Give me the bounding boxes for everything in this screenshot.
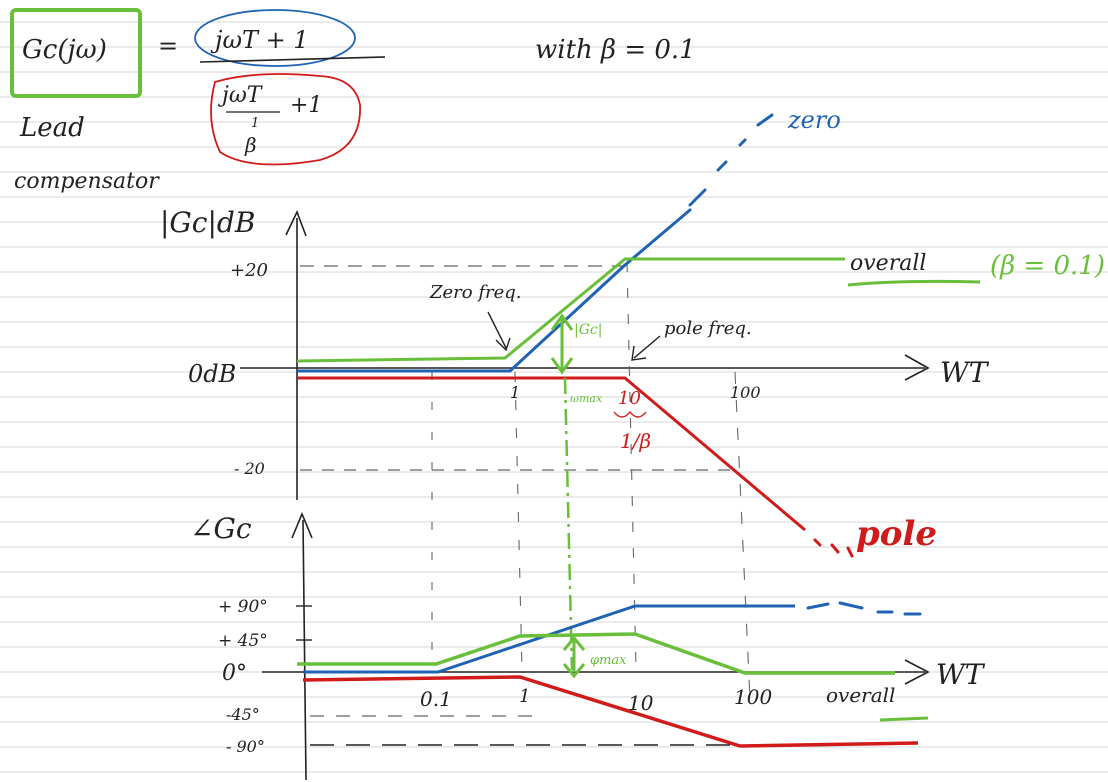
zero-magnitude-dashed — [623, 113, 774, 267]
phase-x-tick-1: 1 — [519, 686, 530, 707]
guide-100 — [734, 371, 751, 701]
formula-numerator: jωT + 1 — [210, 26, 309, 54]
pole-magnitude-dashed — [813, 538, 854, 558]
note-line1: Lead — [19, 113, 85, 143]
phimax-double-arrow — [562, 635, 586, 679]
zero-freq-annotation: Zero freq. — [429, 282, 522, 303]
formula-denominator-main: jωT — [217, 83, 264, 108]
gc-annotation: |Gc| — [574, 322, 602, 338]
zero-phase-line — [303, 604, 795, 674]
zero-freq-arrow — [487, 311, 511, 352]
phase-y-label: ∠Gc — [190, 512, 252, 545]
phase-x-tick-01: 0.1 — [420, 687, 452, 711]
zero-magnitude-line — [297, 263, 627, 373]
inv-beta-annotation: 1/β — [620, 429, 651, 453]
mag-x-tick-10: 10 — [618, 388, 641, 409]
formula-lhs: Gc(jω) — [22, 35, 107, 65]
pole-label: pole — [856, 514, 937, 554]
phase-y-axis-arrow — [291, 511, 313, 539]
formula-lhs-box — [10, 8, 142, 98]
phase-overall-underline — [879, 716, 929, 722]
guide-1 — [514, 371, 523, 671]
mag-tick-0db: 0dB — [188, 360, 236, 388]
gc-double-arrow — [550, 313, 574, 375]
phase-y-axis — [302, 519, 307, 781]
ruled-paper-lines — [0, 21, 1108, 773]
pole-freq-annotation: pole freq. — [664, 318, 752, 339]
overall-phase-line — [297, 632, 895, 675]
mag-x-label: WT — [940, 356, 990, 389]
overall-underline — [847, 279, 981, 287]
phase-x-axis-arrow — [904, 659, 930, 685]
mag-x-axis-arrow — [904, 354, 930, 381]
fraction-bar — [199, 56, 386, 63]
formula-equals: = — [158, 32, 178, 60]
inv-beta-brace — [613, 410, 647, 418]
note-line2: compensator — [14, 169, 160, 194]
overall-magnitude-line — [296, 257, 845, 363]
pole-magnitude-line — [297, 376, 806, 532]
phase-tick-minus90-label: - 90° — [226, 737, 265, 756]
phase-tick-0-label: 0° — [222, 661, 247, 686]
numerator-circle — [194, 9, 356, 67]
mag-x-tick-1: 1 — [510, 383, 520, 402]
denominator-circle — [210, 73, 361, 166]
zero-label: zero — [787, 106, 841, 134]
guide-10 — [626, 261, 637, 671]
mag-x-tick-100: 100 — [730, 383, 761, 402]
pole-phase-line — [302, 675, 919, 748]
formula-denominator-plus: +1 — [290, 93, 322, 118]
phase-overall-label: overall — [826, 683, 895, 707]
phase-tick-plus90-label: + 90° — [218, 597, 268, 617]
phase-tick-plus45-label: + 45° — [218, 631, 268, 651]
phase-tick-minus45-label: -45° — [226, 705, 260, 724]
formula-denominator-frac-num: 1 — [251, 116, 259, 131]
wmax-line — [563, 377, 574, 671]
mag-y-label: |Gc|dB — [160, 206, 255, 239]
mag-tick-plus20: +20 — [230, 260, 268, 281]
wmax-annotation: ωmax — [570, 392, 603, 405]
phase-x-tick-100: 100 — [734, 685, 772, 709]
zero-phase-dashed — [806, 601, 922, 616]
formula-denominator-frac-den: β — [244, 133, 257, 157]
phase-plot: ∠Gc + 90° + 45° 0° -45° - 90° WT 0.1 1 1… — [190, 511, 986, 781]
pole-freq-arrow — [631, 335, 661, 361]
beta-label: (β = 0.1) — [990, 251, 1105, 281]
mag-y-axis-arrow — [285, 209, 307, 237]
phimax-annotation: φmax — [590, 653, 627, 668]
magnitude-plot: +20 0dB - 20 |Gc|dB WT 1 10 100 zero pol… — [160, 106, 1105, 701]
phase-x-label: WT — [936, 658, 986, 691]
formula-with-text: with β = 0.1 — [535, 35, 696, 65]
overall-label: overall — [850, 251, 926, 276]
mag-tick-minus20: - 20 — [234, 459, 265, 478]
